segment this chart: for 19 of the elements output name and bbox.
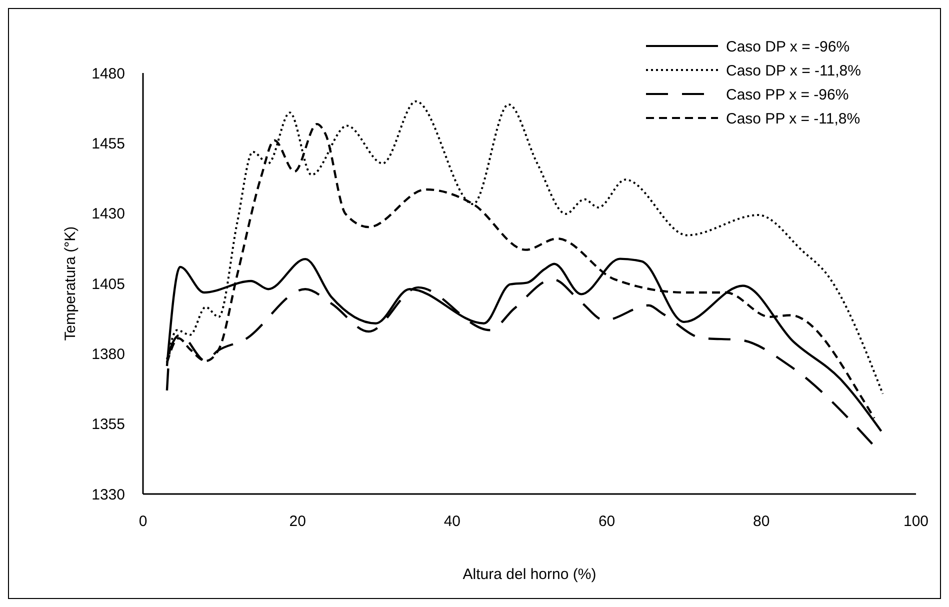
y-tick-label: 1430 <box>92 206 125 223</box>
x-tick-label: 0 <box>138 513 148 530</box>
y-tick-label: 1405 <box>92 276 125 293</box>
x-tick-label: 40 <box>444 513 461 530</box>
legend-label: Caso PP x = -11,8% <box>726 110 860 128</box>
x-tick-label: 100 <box>903 513 929 530</box>
legend-label: Caso DP x = -11,8% <box>726 62 861 80</box>
y-tick-label: 1330 <box>92 486 125 504</box>
y-tick-label: 1480 <box>92 65 125 82</box>
legend-label: Caso PP x = -96% <box>726 86 849 104</box>
legend-label: Caso DP x = -96% <box>726 38 850 56</box>
x-tick-label: 80 <box>753 513 770 530</box>
x-axis-title: Altura del horno (%) <box>462 566 596 583</box>
y-tick-label: 1380 <box>92 346 125 363</box>
x-tick-label: 20 <box>289 513 306 530</box>
y-axis-title: Temperatura (°K) <box>62 226 79 341</box>
y-tick-label: 1455 <box>92 135 125 152</box>
x-tick-label: 60 <box>598 513 616 530</box>
y-tick-label: 1355 <box>92 416 125 434</box>
